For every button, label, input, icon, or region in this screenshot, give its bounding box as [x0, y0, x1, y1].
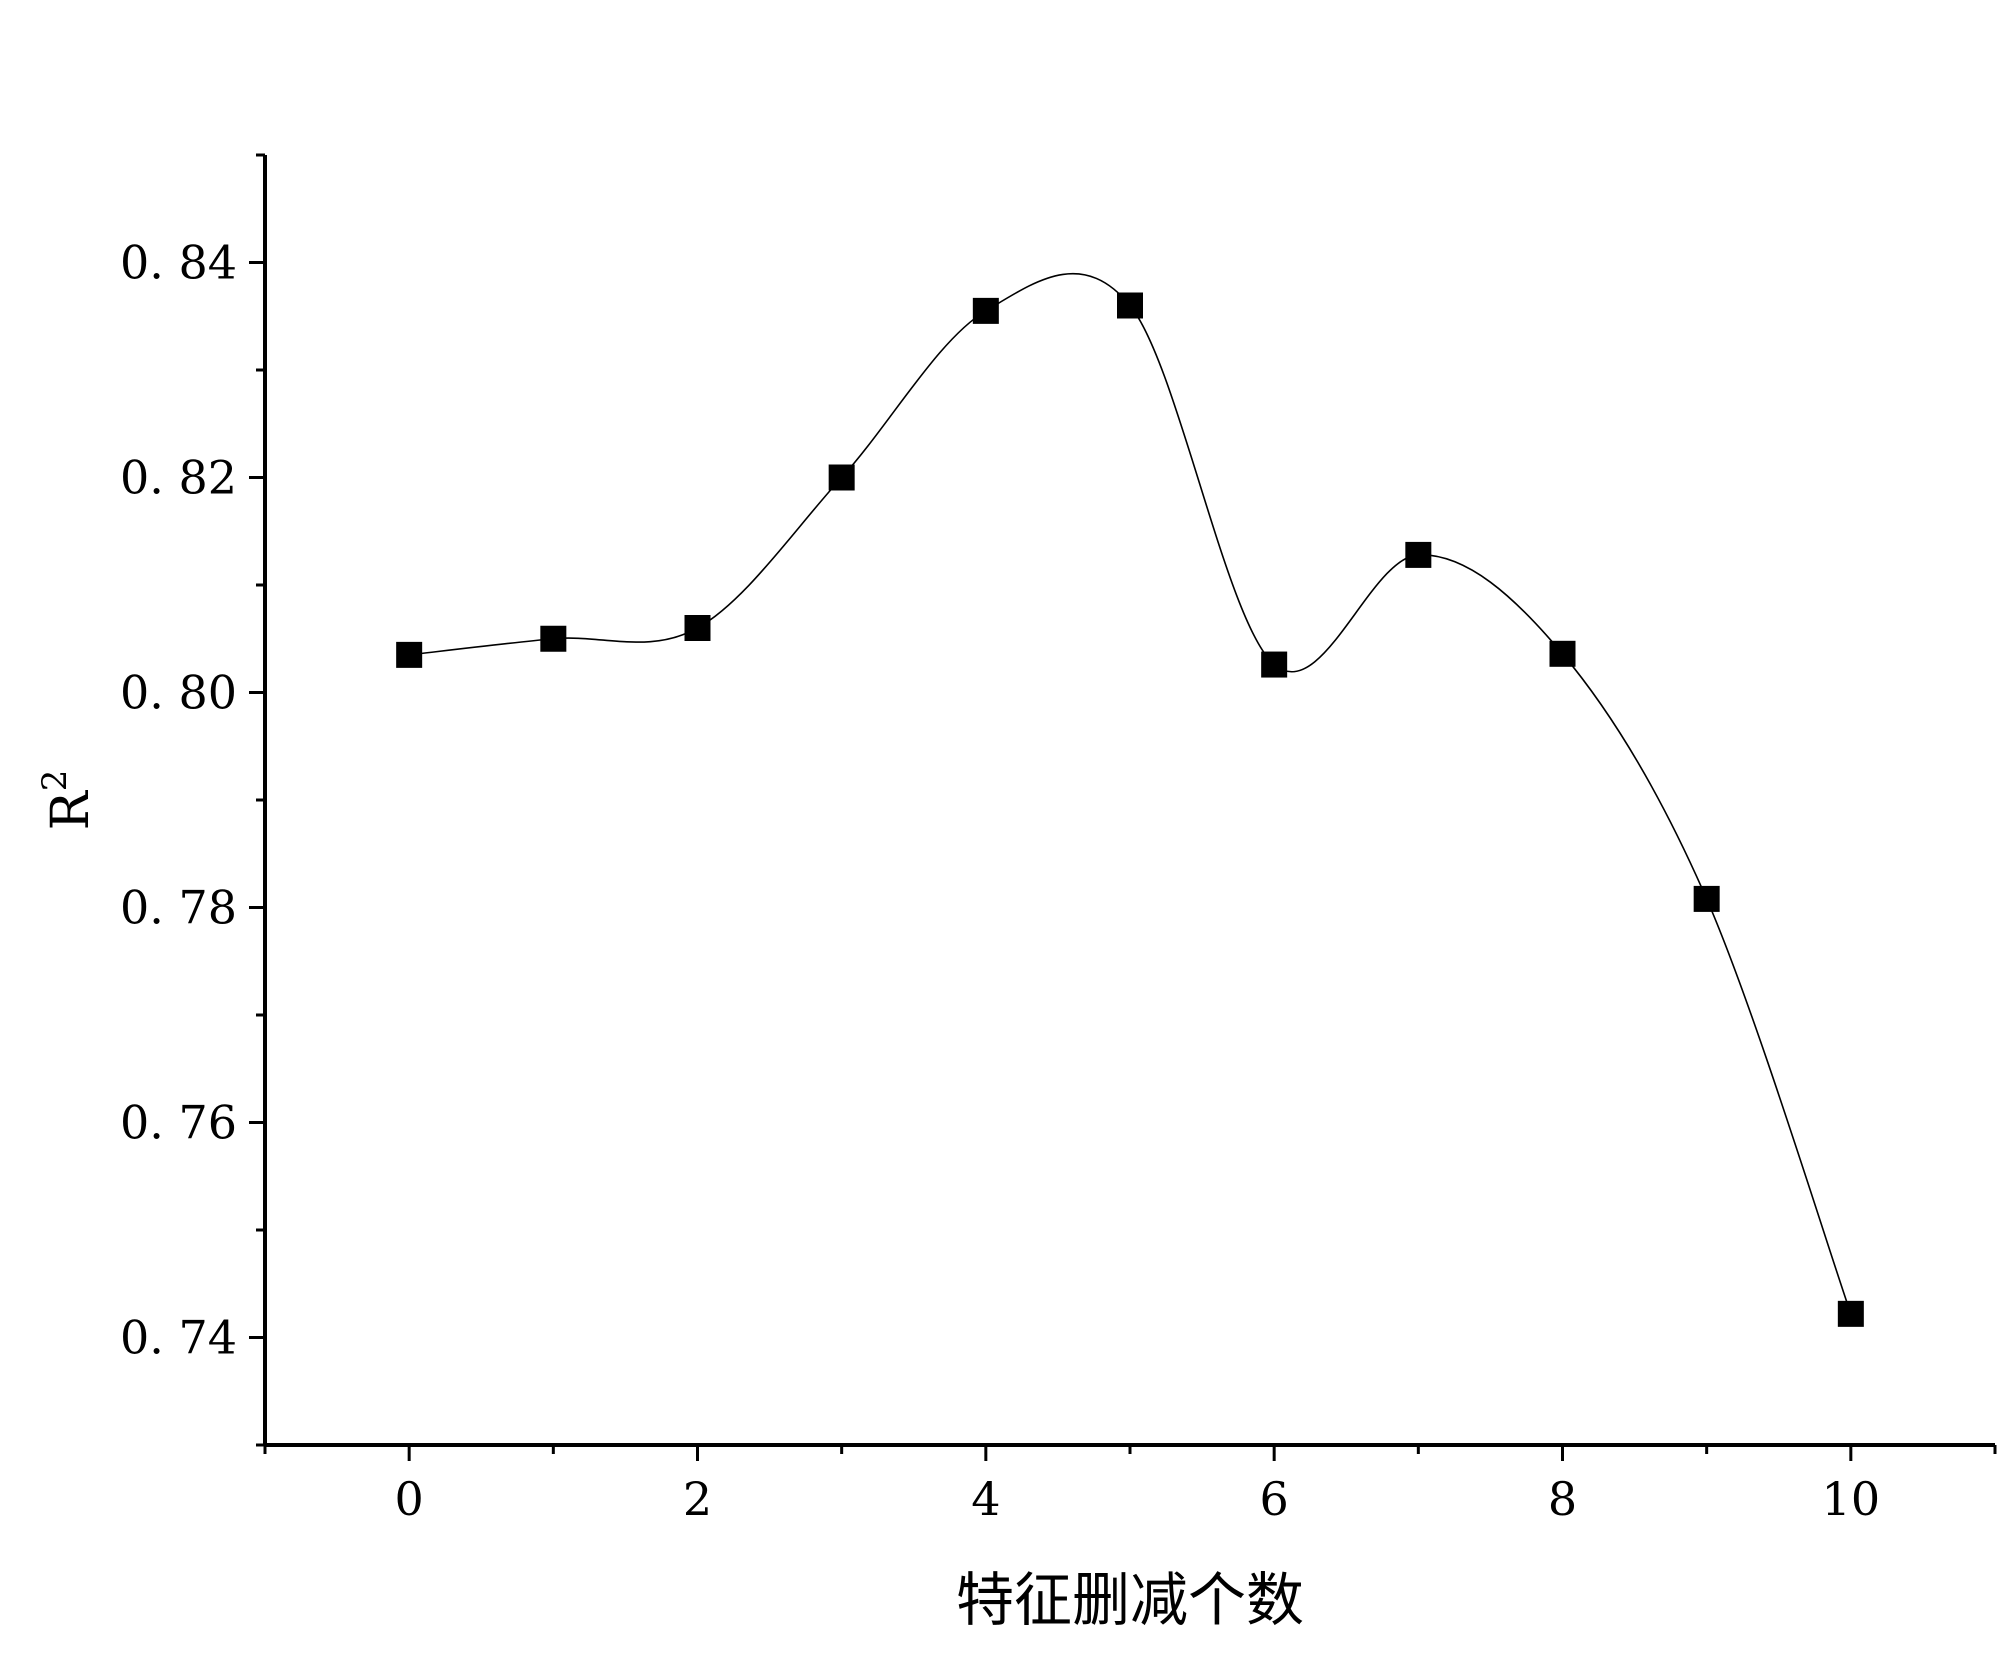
y-tick-label: 0. 74: [120, 1311, 237, 1365]
x-tick-label: 6: [1260, 1472, 1289, 1526]
y-axis-title-main: R: [41, 789, 101, 830]
y-tick-label: 0. 82: [120, 451, 237, 505]
y-axis-title-superscript: 2: [35, 770, 75, 792]
y-axis-title: R2: [35, 770, 101, 831]
series-line: [409, 273, 1852, 1315]
data-point: [540, 625, 567, 652]
x-tick-label: 10: [1822, 1472, 1881, 1526]
y-tick-label: 0. 84: [120, 236, 237, 290]
x-tick-label: 0: [395, 1472, 424, 1526]
axes: [263, 155, 1995, 1447]
x-tick-label: 8: [1548, 1472, 1577, 1526]
x-tick-label: 2: [683, 1472, 712, 1526]
data-point: [972, 297, 999, 324]
data-point: [828, 464, 855, 491]
data-point: [684, 615, 711, 641]
data-point: [1405, 541, 1432, 568]
x-axis-ticks: 0 2 4 6 8 10: [263, 1445, 1997, 1526]
data-point: [1117, 292, 1143, 319]
data-point: [1261, 651, 1288, 678]
y-tick-label: 0. 80: [120, 666, 237, 720]
y-tick-label: 0. 76: [120, 1096, 237, 1150]
y-axis-ticks: 0. 74 0. 76 0. 78 0. 80 0. 82 0. 84: [120, 153, 265, 1447]
x-axis-title: 特征删减个数: [956, 1566, 1304, 1634]
data-point: [1837, 1300, 1864, 1327]
series-markers: [396, 292, 1864, 1327]
x-tick-label: 4: [971, 1472, 1000, 1526]
data-point: [1693, 885, 1720, 912]
data-point: [396, 641, 423, 668]
y-tick-label: 0. 78: [120, 881, 237, 935]
data-point: [1549, 640, 1576, 667]
